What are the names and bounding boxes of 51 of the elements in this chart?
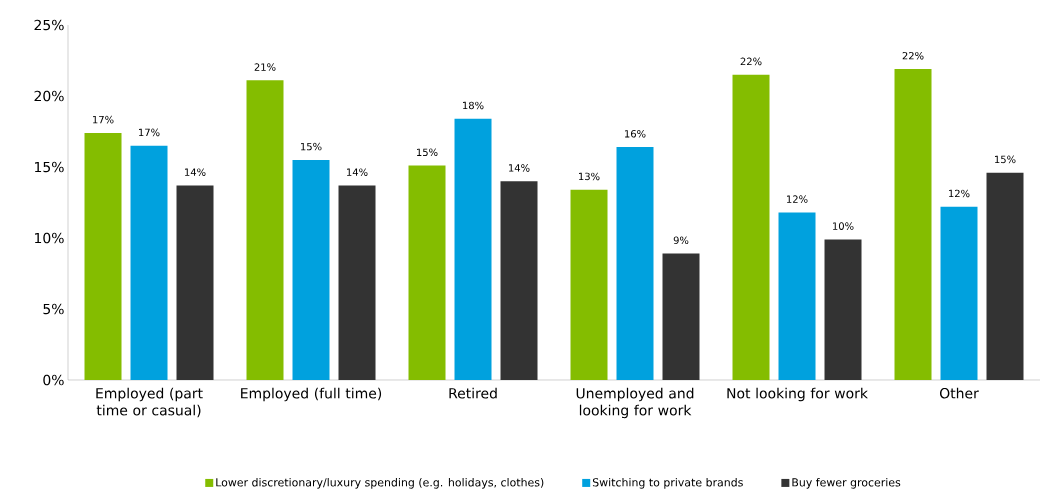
bar xyxy=(570,189,608,380)
y-tick-label: 10% xyxy=(35,232,64,244)
y-tick-label: 25% xyxy=(34,19,64,31)
bar xyxy=(338,185,376,380)
x-tick-label: Other xyxy=(939,387,979,399)
bar xyxy=(246,80,284,380)
data-label: 15% xyxy=(417,148,438,157)
bar xyxy=(894,69,932,380)
data-label: 12% xyxy=(949,189,970,198)
legend-label: Lower discretionary/luxury spending (e.g. holidays, clothes) xyxy=(216,478,544,489)
y-tick-label: 15% xyxy=(35,161,64,173)
data-label: 18% xyxy=(463,101,484,110)
data-label: 22% xyxy=(902,51,924,60)
bar xyxy=(84,132,122,380)
x-tick-label: Employed (full time) xyxy=(241,387,382,402)
data-label: 17% xyxy=(93,115,114,124)
data-label: 12% xyxy=(787,195,808,203)
x-tick-label: Retired xyxy=(449,387,497,399)
data-label: 17% xyxy=(139,128,160,137)
bar xyxy=(824,239,862,380)
data-label: 13% xyxy=(579,172,600,181)
data-label: 21% xyxy=(254,63,276,71)
bar xyxy=(616,147,654,380)
data-label: 15% xyxy=(995,155,1016,164)
legend-label: Switching to private brands xyxy=(592,478,743,489)
bar xyxy=(732,74,770,380)
data-label: 14% xyxy=(347,168,368,176)
data-label: 9% xyxy=(673,236,689,245)
data-label: 14% xyxy=(185,168,206,176)
bar xyxy=(986,172,1024,380)
bar xyxy=(662,253,700,380)
y-tick-label: 5% xyxy=(43,303,64,315)
bar xyxy=(500,181,538,380)
bar xyxy=(408,165,446,380)
bar xyxy=(454,118,492,380)
x-tick-label: Employed (part time or casual) xyxy=(96,387,203,418)
data-label: 15% xyxy=(301,142,322,151)
y-tick-label: 0% xyxy=(43,374,64,386)
legend-label: Buy fewer groceries xyxy=(792,478,901,489)
bar xyxy=(940,206,978,380)
y-tick-label: 20% xyxy=(34,90,64,102)
x-tick-label: Not looking for work xyxy=(727,387,868,402)
bar xyxy=(778,212,816,380)
x-tick-label: Unemployed and looking for work xyxy=(576,387,694,419)
bar xyxy=(176,185,214,380)
data-label: 10% xyxy=(833,222,854,230)
bar xyxy=(130,145,168,380)
bar xyxy=(292,159,330,380)
data-label: 22% xyxy=(740,57,762,66)
data-label: 16% xyxy=(625,130,646,138)
data-label: 14% xyxy=(509,164,530,172)
